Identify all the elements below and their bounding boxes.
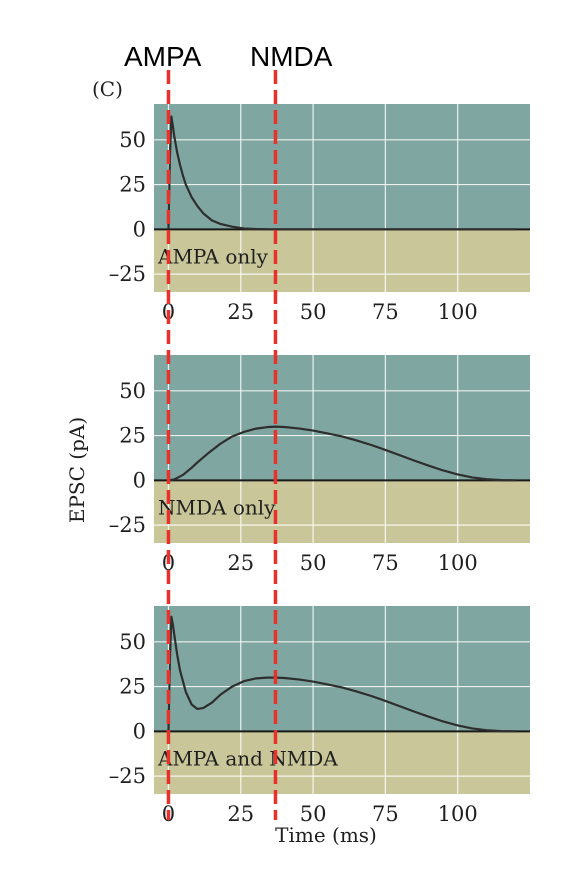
ampa-top-label: AMPA — [124, 41, 202, 72]
nmda-top-label: NMDA — [250, 41, 333, 72]
x-tick-label: 25 — [227, 551, 254, 575]
x-tick-label: 100 — [438, 300, 478, 324]
y-tick-label: 50 — [119, 630, 146, 654]
x-tick-label: 75 — [372, 551, 399, 575]
x-tick-label: 50 — [300, 802, 327, 826]
figure-panel-label: (C) — [92, 77, 123, 101]
panel-upper-bg — [154, 355, 530, 481]
y-tick-label: 50 — [119, 128, 146, 152]
x-tick-label: 50 — [300, 300, 327, 324]
y-tick-label: 25 — [119, 173, 146, 197]
y-tick-label: 0 — [133, 217, 146, 241]
x-tick-label: 75 — [372, 300, 399, 324]
y-tick-label: 0 — [133, 719, 146, 743]
x-tick-label: 100 — [438, 802, 478, 826]
y-tick-label: –25 — [109, 764, 146, 788]
epsc-trace — [168, 425, 516, 482]
y-tick-label: 25 — [119, 424, 146, 448]
epsc-trace — [167, 115, 516, 231]
x-tick-label: 50 — [300, 551, 327, 575]
panel-condition-label: AMPA and NMDA — [157, 746, 338, 770]
panel-upper-bg — [154, 104, 530, 230]
y-tick-label: –25 — [109, 513, 146, 537]
panel-condition-label: NMDA only — [158, 495, 276, 519]
panel-lower-bg — [154, 229, 530, 292]
panel-condition-label: AMPA only — [157, 244, 269, 268]
panel-lower-bg — [154, 480, 530, 543]
x-tick-label: 75 — [372, 802, 399, 826]
panel-lower-bg — [154, 731, 530, 794]
y-tick-label: –25 — [109, 262, 146, 286]
y-tick-label: 50 — [119, 379, 146, 403]
y-tick-label: 25 — [119, 675, 146, 699]
panel-upper-bg — [154, 606, 530, 732]
x-tick-label: 100 — [438, 551, 478, 575]
y-tick-label: 0 — [133, 468, 146, 492]
x-tick-label: 25 — [227, 300, 254, 324]
y-axis-title: EPSC (pA) — [65, 417, 89, 523]
marker-lines-group — [166, 70, 278, 820]
x-tick-label: 25 — [227, 802, 254, 826]
x-axis-title: Time (ms) — [275, 823, 377, 847]
